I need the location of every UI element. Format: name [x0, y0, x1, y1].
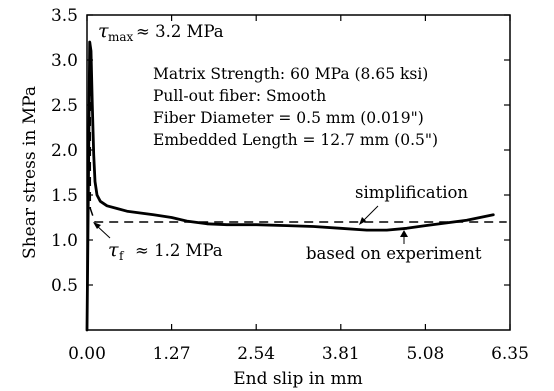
tau-max-subscript: max — [108, 30, 134, 44]
simplification-line — [89, 42, 507, 223]
info-line: Fiber Diameter = 0.5 mm (0.019") — [153, 109, 424, 127]
x-tick-label: 1.27 — [153, 344, 191, 364]
plot-frame — [86, 14, 511, 331]
x-axis-label: End slip in mm — [233, 369, 363, 389]
experiment-label: based on experiment — [306, 244, 482, 263]
y-tick-label: 1.0 — [51, 231, 78, 251]
info-line: Pull-out fiber: Smooth — [153, 87, 326, 105]
experiment-arrowhead — [400, 230, 408, 237]
simplification-arrowhead — [359, 217, 366, 225]
y-tick-label: 3.5 — [51, 6, 78, 26]
info-box: Matrix Strength: 60 MPa (8.65 ksi) Pull-… — [153, 65, 438, 149]
info-line: Embedded Length = 12.7 mm (0.5") — [153, 131, 438, 149]
tau-f-annotation: τ f ≈ 1.2 MPa — [93, 222, 223, 263]
x-tick-label: 6.35 — [491, 344, 529, 364]
y-tick-label: 2.5 — [51, 96, 78, 116]
tau-max-value: ≈ 3.2 MPa — [136, 22, 224, 41]
x-tick-label: 0.00 — [68, 344, 106, 364]
x-tick-label: 5.08 — [406, 344, 444, 364]
tau-max-annotation: τ max ≈ 3.2 MPa — [98, 20, 224, 44]
tau-f-subscript: f — [119, 249, 125, 263]
y-tick-label: 2.0 — [51, 141, 78, 161]
experiment-annotation: based on experiment — [306, 230, 482, 263]
x-tick-label: 2.54 — [237, 344, 275, 364]
y-tick-label: 0.5 — [51, 276, 78, 296]
simplification-arrow — [361, 205, 379, 223]
simplification-label: simplification — [355, 183, 468, 202]
x-tick-label: 3.81 — [322, 344, 360, 364]
tau-max-symbol: τ — [98, 20, 109, 42]
tau-f-symbol: τ — [108, 239, 119, 261]
tau-f-value: ≈ 1.2 MPa — [135, 241, 223, 260]
y-axis-label: Shear stress in MPa — [20, 86, 40, 259]
tau-f-arrowhead — [93, 222, 101, 229]
experiment-curve — [85, 40, 495, 332]
simplification-annotation: simplification — [355, 183, 468, 225]
info-line: Matrix Strength: 60 MPa (8.65 ksi) — [153, 65, 428, 83]
y-tick-label: 3.0 — [51, 51, 78, 71]
y-tick-label: 1.5 — [51, 186, 78, 206]
